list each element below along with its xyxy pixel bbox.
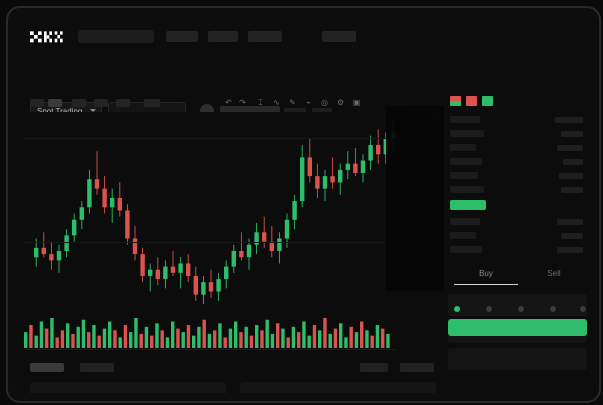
orderbook-bid-price-2: [450, 232, 476, 239]
orderbook-ask-price-6: [450, 186, 484, 193]
orderbook-ask-price-5: [450, 172, 478, 179]
price-chart[interactable]: [24, 112, 436, 352]
indicator-icon[interactable]: ∿: [273, 98, 280, 107]
camera-icon[interactable]: ▣: [352, 98, 361, 107]
nav-item-3[interactable]: [248, 31, 282, 42]
pagination-dots: [448, 306, 587, 314]
tab-order-history[interactable]: [80, 363, 114, 372]
orderbook-ask-price-4: [450, 158, 482, 165]
pagination-dot-2[interactable]: [486, 306, 492, 312]
tab-sell[interactable]: Sell: [547, 269, 561, 278]
orderbook-ask-amount-4: [563, 159, 583, 165]
app-screen: Spot Trading ↶ ↷ ⌶ ∿ ✎ ⌁ ◎: [16, 16, 591, 393]
orderbook-ask-amount-1: [555, 117, 583, 123]
chevron-down-icon: [90, 109, 96, 112]
orderbook-bid-amount-1: [557, 219, 583, 225]
orderbook-bid-price-1: [450, 218, 480, 225]
nav-item-2[interactable]: [208, 31, 238, 42]
volume-chart: [24, 312, 396, 352]
settings-icon[interactable]: ⚙: [336, 98, 345, 107]
orderbook-ask-price-2: [450, 130, 484, 137]
orderbook-bid-price-3: [450, 246, 482, 253]
tab-buy[interactable]: Buy: [479, 269, 493, 278]
interval-4[interactable]: [94, 99, 108, 107]
okx-logo[interactable]: [30, 29, 70, 43]
order-total-field[interactable]: [448, 348, 587, 370]
search-input[interactable]: [78, 30, 154, 43]
orderbook-bids-icon[interactable]: [482, 96, 493, 106]
order-form-tabs: Buy Sell: [448, 266, 587, 288]
device-frame: Spot Trading ↶ ↷ ⌶ ∿ ✎ ⌁ ◎: [6, 6, 601, 403]
interval-1[interactable]: [30, 99, 44, 107]
undo-icon[interactable]: ↶: [225, 98, 232, 107]
interval-3[interactable]: [72, 99, 86, 107]
pair-name-label: [220, 106, 280, 117]
nav-item-1[interactable]: [166, 31, 198, 42]
bottom-card-right[interactable]: [240, 382, 436, 393]
orderbook-ask-amount-3: [557, 145, 583, 151]
interval-2[interactable]: [48, 99, 62, 107]
market-sub-bar: Spot Trading: [16, 54, 591, 121]
submit-order-button[interactable]: [448, 319, 587, 336]
bottom-tab-bar: [24, 360, 436, 376]
order-book-panel: Buy Sell: [444, 88, 591, 393]
nav-item-4[interactable]: [322, 31, 356, 42]
bottom-card-left[interactable]: [30, 382, 226, 393]
candle-icon[interactable]: ⌶: [258, 98, 263, 107]
tab-positions[interactable]: [400, 363, 434, 372]
chart-toolbar: ↶ ↷ ⌶ ∿ ✎ ⌁ ◎ ⚙ ▣: [16, 94, 436, 112]
magnet-icon[interactable]: ⌁: [306, 98, 311, 107]
draw-icon[interactable]: ✎: [289, 98, 296, 107]
top-navigation-bar: [16, 16, 591, 54]
orderbook-ask-amount-2: [561, 131, 583, 137]
candlestick-series: [34, 120, 396, 304]
tab-open-orders[interactable]: [30, 363, 64, 372]
market-type-label: Spot Trading: [37, 107, 82, 116]
orderbook-both-icon[interactable]: [450, 96, 461, 106]
interval-5[interactable]: [116, 99, 130, 107]
pagination-dot-3[interactable]: [518, 306, 524, 312]
orderbook-bid-amount-3: [557, 247, 583, 253]
pagination-dot-4[interactable]: [550, 306, 556, 312]
pagination-dot-5[interactable]: [580, 306, 586, 312]
eye-icon[interactable]: ◎: [321, 98, 328, 107]
orderbook-bid-amount-2: [561, 233, 583, 239]
pagination-dot-1[interactable]: [454, 306, 460, 312]
tab-active-underline: [454, 284, 518, 285]
tab-assets[interactable]: [360, 363, 388, 372]
orderbook-ask-amount-6: [561, 187, 583, 193]
orderbook-asks-icon[interactable]: [466, 96, 477, 106]
redo-icon[interactable]: ↷: [239, 98, 246, 107]
orderbook-ask-price-3: [450, 144, 476, 151]
orderbook-ask-amount-5: [559, 173, 583, 179]
panel-shadow: [386, 106, 444, 291]
interval-6[interactable]: [144, 99, 160, 107]
orderbook-spread-price: [450, 200, 486, 210]
orderbook-ask-price-1: [450, 116, 480, 123]
